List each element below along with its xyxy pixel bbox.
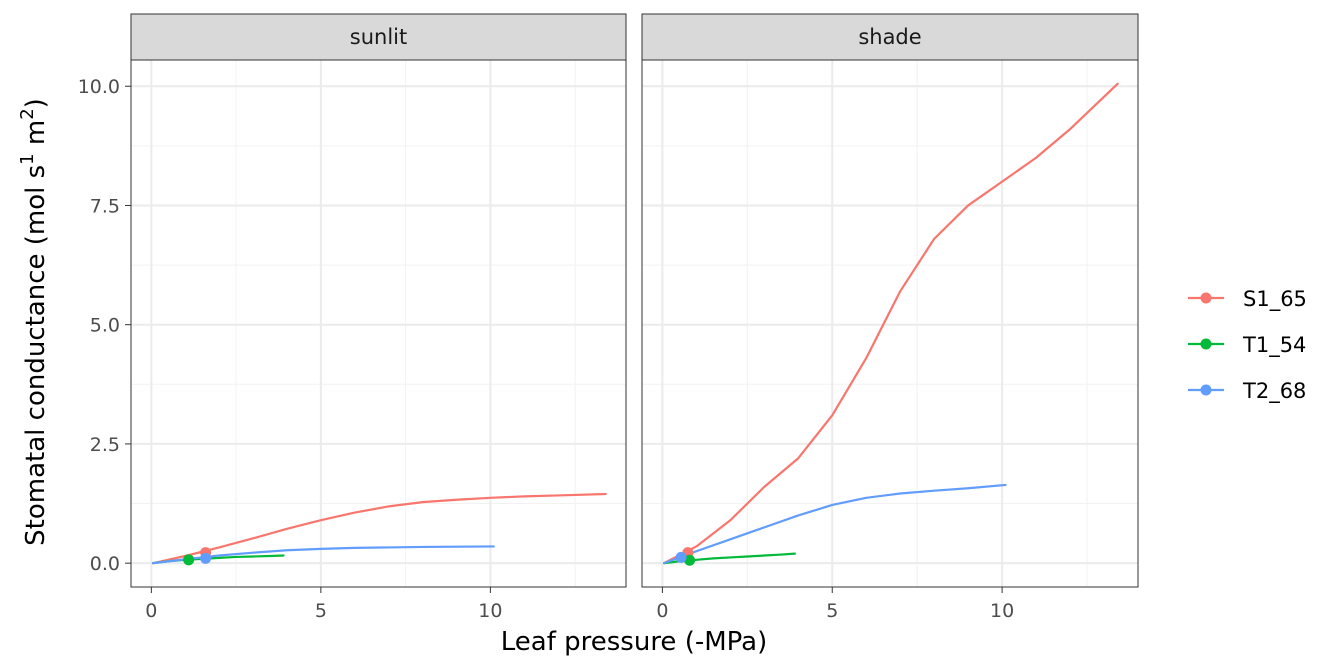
x-tick-label: 10 [990, 600, 1014, 622]
y-axis-title-prefix: Stomatal conductance (mol s [21, 165, 51, 546]
y-tick-label: 7.5 [90, 195, 120, 217]
legend-label: T1_54 [1242, 333, 1306, 358]
y-tick-label: 2.5 [90, 434, 120, 456]
y-axis-title-middle: m [21, 120, 51, 154]
x-tick-label: 5 [826, 600, 838, 622]
panels: 0.0 2.5 5.0 7.5 10.0 sunlit 0 5 10 shade 0 5 10 [78, 13, 1139, 622]
y-tick-label: 10.0 [78, 76, 120, 98]
x-tick-label: 0 [656, 600, 668, 622]
panel-shade: shade 0 5 10 [641, 13, 1139, 622]
y-axis-title-sup2: 2 [17, 108, 38, 119]
y-axis-title-suffix: ) [21, 98, 51, 108]
y-axis-title: Stomatal conductance (mol s1 m2) [17, 98, 51, 546]
panel-border [641, 59, 1139, 588]
x-tick-label: 10 [478, 600, 502, 622]
series-point-T1_54 [183, 554, 195, 566]
strip-label: shade [858, 25, 921, 49]
legend-key-point [1200, 338, 1212, 350]
x-tick-label: 5 [315, 600, 327, 622]
x-axis-title: Leaf pressure (-MPa) [501, 627, 768, 657]
series-point-T2_68 [675, 551, 687, 563]
series-point-T2_68 [200, 552, 212, 564]
series-line-T2_68 [662, 483, 1007, 565]
series-line-S1_65 [662, 82, 1119, 565]
panel-background [642, 60, 1138, 587]
panel-border [130, 59, 627, 588]
panel-background [131, 60, 626, 587]
legend-key-point [1200, 292, 1212, 304]
legend: S1_65 T1_54 T2_68 [1188, 287, 1307, 404]
legend-label: S1_65 [1243, 287, 1307, 312]
legend-item-T1_54: T1_54 [1188, 333, 1306, 358]
strip-label: sunlit [350, 25, 407, 49]
legend-label: T2_68 [1242, 379, 1306, 404]
series-line-S1_65 [151, 492, 607, 565]
series-point-T1_54 [684, 554, 696, 566]
x-tick-label: 0 [145, 600, 157, 622]
panel-sunlit: sunlit 0 5 10 [130, 13, 627, 622]
y-tick-label: 5.0 [90, 315, 120, 337]
legend-item-T2_68: T2_68 [1188, 379, 1306, 404]
legend-item-S1_65: S1_65 [1188, 287, 1307, 312]
strip-background [130, 13, 627, 61]
y-axis-title-sup1: 1 [17, 153, 38, 164]
strip-background [641, 13, 1139, 61]
y-tick-label: 0.0 [90, 553, 120, 575]
legend-key-point [1200, 384, 1212, 396]
